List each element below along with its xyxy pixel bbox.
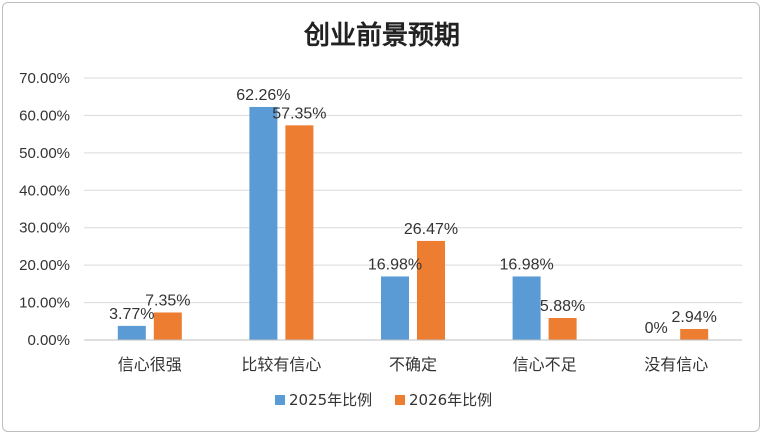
data-label: 3.77% <box>109 306 154 323</box>
data-label: 16.98% <box>499 256 553 273</box>
bars <box>117 106 709 341</box>
x-tick-label: 比较有信心 <box>241 355 321 374</box>
bar-series2 <box>417 240 445 340</box>
x-tick-label: 信心很强 <box>118 355 182 374</box>
axes: 0.00% 10.00% 20.00% 30.00% 40.00% 50.00% 60.00… <box>19 70 742 374</box>
y-tick-label: 60.00% <box>19 107 70 124</box>
data-label: 62.26% <box>236 87 290 104</box>
y-tick-label: 50.00% <box>19 145 70 162</box>
bar-series2 <box>285 125 314 341</box>
bar-series1 <box>249 106 278 340</box>
legend: 2025年比例 2026年比例 <box>275 391 492 409</box>
legend-label: 2026年比例 <box>409 391 492 409</box>
y-tick-label: 70.00% <box>19 70 70 87</box>
data-label: 16.98% <box>368 256 422 273</box>
x-tick-label: 信心不足 <box>513 355 577 374</box>
y-tick-label: 20.00% <box>19 257 70 274</box>
legend-swatch <box>395 395 405 405</box>
bar-series2 <box>680 328 709 340</box>
legend-label: 2025年比例 <box>289 391 372 409</box>
bar-series2 <box>153 312 182 340</box>
chart-title: 创业前景预期 <box>303 20 460 51</box>
chart-frame <box>2 2 760 432</box>
x-tick-label: 不确定 <box>389 355 437 374</box>
bar-series1 <box>512 276 541 340</box>
data-label: 57.35% <box>272 105 326 122</box>
gridlines <box>84 77 742 304</box>
legend-swatch <box>275 395 285 405</box>
bar-series2 <box>548 317 577 340</box>
bar-series1 <box>381 276 409 340</box>
data-label: 5.88% <box>540 298 585 315</box>
data-label: 7.35% <box>145 292 190 309</box>
data-label: 0% <box>645 320 668 337</box>
x-tick-label: 没有信心 <box>644 355 708 374</box>
data-label: 2.94% <box>672 309 717 326</box>
y-tick-label: 0.00% <box>27 332 70 349</box>
data-label: 26.47% <box>404 221 458 238</box>
y-tick-label: 40.00% <box>19 182 70 199</box>
data-labels: 3.77%7.35% 62.26%57.35% 16.98% 26.47% 16.98%… <box>109 87 717 337</box>
bar-series1 <box>117 325 146 340</box>
y-tick-label: 30.00% <box>19 220 70 237</box>
y-tick-label: 10.00% <box>19 295 70 312</box>
